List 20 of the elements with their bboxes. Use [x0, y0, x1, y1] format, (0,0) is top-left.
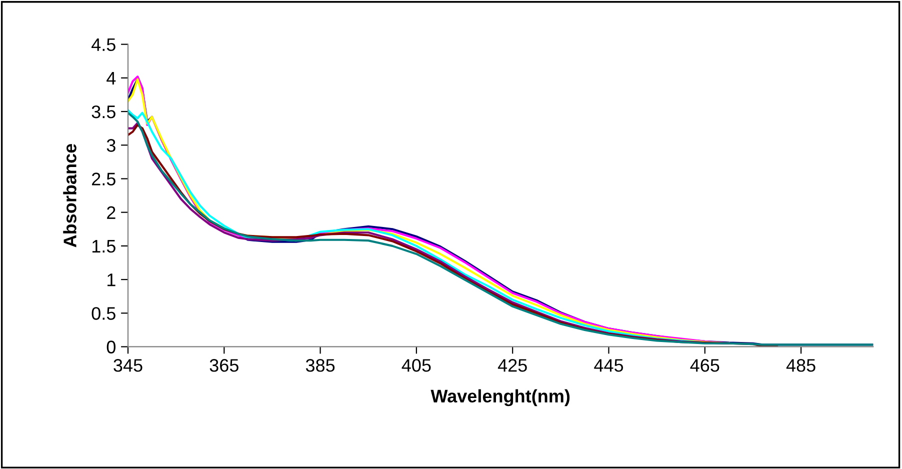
x-tick-label: 485: [786, 359, 816, 372]
y-tick-label: 1: [108, 274, 116, 286]
x-tick-label: 365: [210, 359, 238, 372]
x-tick-label: 405: [402, 359, 431, 372]
x-tick-label: 345: [114, 359, 142, 372]
x-tick-label: 465: [690, 359, 720, 372]
y-tick-label: 0.5: [92, 307, 116, 320]
x-axis-title: Wavelenght(nm): [430, 389, 570, 406]
y-tick-label: 3: [106, 139, 116, 152]
y-tick-label: 0: [106, 340, 116, 354]
y-tick-label: 1.5: [92, 240, 116, 253]
y-tick-label: 4: [106, 72, 116, 84]
y-tick-label: 4.5: [92, 38, 116, 52]
x-tick-label: 445: [594, 359, 624, 372]
x-tick-label: 425: [498, 359, 527, 372]
y-axis-title: Absorbance: [63, 144, 76, 248]
x-tick-label: 385: [306, 359, 335, 372]
y-tick-label: 2.5: [92, 172, 116, 186]
y-tick-label: 2: [107, 206, 116, 219]
y-tick-label: 3.5: [92, 105, 116, 118]
